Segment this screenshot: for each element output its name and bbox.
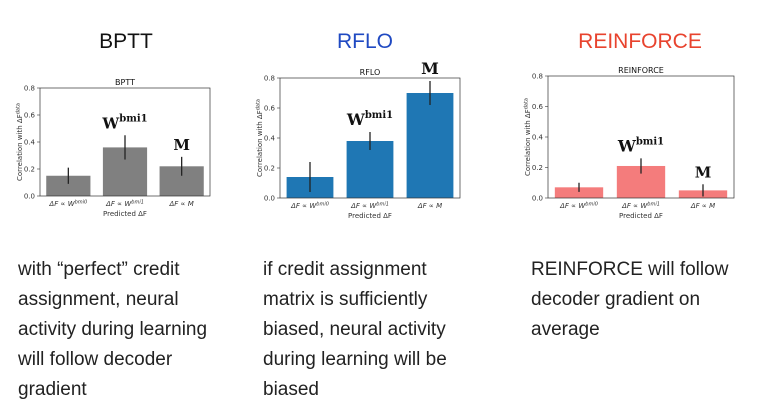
plot-frame [547, 75, 735, 199]
bar-chart-reinforce: REINFORCE 0.0 0.2 0.4 0.6 0.8 ΔF ∝ Wbmi0 ΔF ∝ W… [524, 66, 735, 218]
bar-annotation: M [421, 62, 439, 78]
x-tick-label: ΔF ∝ Wbmi1 [105, 200, 144, 209]
y-tick-label: 0.2 [264, 165, 275, 173]
panel-heading-reinforce: REINFORCE [578, 30, 702, 53]
caption-line: if credit assignment [263, 259, 427, 280]
caption-line: REINFORCE will follow [531, 259, 729, 280]
bar [554, 187, 604, 198]
y-tick-label: 0.0 [532, 195, 543, 203]
bar-annotation: Wbmi1 [346, 110, 393, 129]
x-tick-label: ΔF ∝ Wbmi0 [290, 202, 329, 211]
x-tick-label: ΔF ∝ M [417, 202, 442, 210]
x-axis-label: Predicted ΔF [348, 212, 392, 220]
y-tick-label: 0.6 [532, 103, 544, 111]
chart-title: REINFORCE [618, 66, 664, 75]
caption-line: matrix is sufficiently [263, 289, 428, 310]
y-tick-label: 0.6 [264, 105, 276, 113]
y-tick-label: 0.4 [24, 139, 36, 147]
y-tick-label: 0.4 [264, 135, 276, 143]
caption-rflo: if credit assignment matrix is sufficient… [263, 255, 447, 405]
bar [406, 93, 454, 198]
caption-line: average [531, 319, 600, 340]
y-axis-label: Correlation with ΔFdata [524, 98, 533, 176]
y-tick-label: 0.0 [24, 193, 35, 201]
caption-line: assignment, neural [18, 289, 179, 310]
chart-title: BPTT [115, 78, 135, 87]
x-axis-label: Predicted ΔF [103, 210, 147, 218]
panel-heading-rflo: RFLO [336, 30, 393, 53]
bar-chart-bptt: BPTT 0.0 0.2 0.4 0.6 0.8 ΔF ∝ Wbmi0 ΔF ∝ Wbmi1 Δ… [16, 78, 211, 218]
x-tick-label: ΔF ∝ M [169, 200, 194, 208]
bar-chart-rflo: RFLO 0.0 0.2 0.4 0.6 0.8 ΔF ∝ Wbmi0 ΔF ∝ Wbmi1 Δ… [256, 62, 461, 220]
x-tick-label: ΔF ∝ M [690, 202, 715, 210]
x-tick-label: ΔF ∝ Wbmi1 [621, 202, 660, 211]
x-tick-label: ΔF ∝ Wbmi0 [559, 202, 598, 211]
caption-line: will follow decoder [18, 349, 173, 370]
x-axis-label: Predicted ΔF [619, 212, 663, 218]
y-tick-label: 0.2 [532, 164, 543, 172]
y-tick-label: 0.8 [264, 75, 275, 83]
bar [346, 141, 394, 198]
caption-line: with “perfect” credit [18, 259, 180, 280]
plot-frame [39, 87, 211, 197]
y-tick-label: 0.4 [532, 134, 544, 142]
y-tick-label: 0.0 [264, 195, 275, 203]
caption-line: decoder gradient on [531, 289, 701, 310]
y-axis-label: Correlation with ΔFdata [16, 103, 25, 181]
bar-annotation: M [695, 163, 712, 181]
panel-heading-bptt: BPTT [99, 30, 153, 53]
y-tick-label: 0.8 [532, 73, 543, 81]
y-tick-label: 0.8 [24, 85, 35, 93]
x-tick-label: ΔF ∝ Wbmi0 [48, 200, 87, 209]
caption-line: during learning will be [263, 349, 447, 370]
bar-annotation: M [173, 136, 190, 154]
caption-bptt: with “perfect” credit assignment, neural a… [18, 255, 207, 405]
y-tick-label: 0.6 [24, 112, 36, 120]
bar-annotation: Wbmi1 [101, 113, 147, 132]
bar-annotation: Wbmi1 [617, 136, 664, 155]
plot-frame [279, 77, 461, 199]
y-axis-label: Correlation with ΔFdata [256, 99, 265, 177]
caption-line: gradient [18, 379, 87, 400]
caption-line: activity during learning [18, 319, 208, 340]
chart-title: RFLO [360, 68, 381, 77]
y-tick-label: 0.2 [24, 166, 35, 174]
caption-line: biased, neural activity [263, 319, 446, 340]
bar [46, 175, 91, 196]
caption-reinforce: REINFORCE will follow decoder gradient on… [531, 255, 728, 345]
caption-line: biased [263, 379, 319, 400]
x-tick-label: ΔF ∝ Wbmi1 [350, 202, 389, 211]
